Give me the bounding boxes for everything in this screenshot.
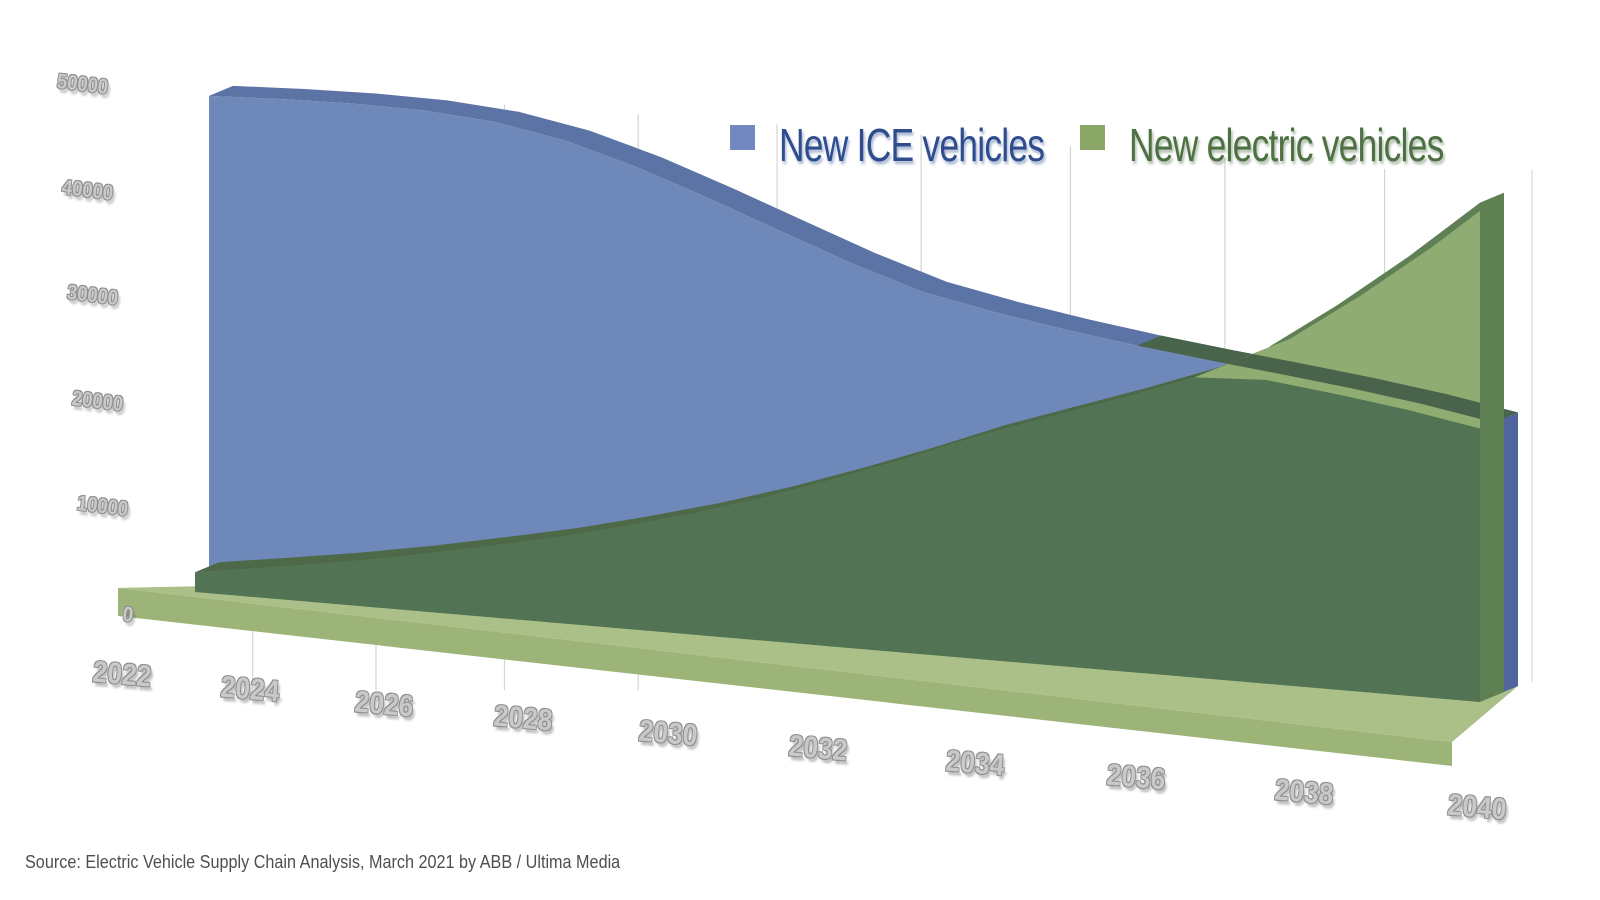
ev-side-face bbox=[1480, 192, 1504, 703]
floor-top-face bbox=[118, 586, 1518, 742]
ev-legend-swatch bbox=[1080, 125, 1105, 150]
ev-top-edge bbox=[1194, 192, 1504, 378]
ice-ev-overlap-area bbox=[195, 377, 1480, 702]
source-note: Source: Electric Vehicle Supply Chain An… bbox=[25, 852, 621, 872]
ice-legend-swatch bbox=[730, 125, 755, 150]
ice-legend-label: New ICE vehicles bbox=[779, 119, 1045, 171]
legend-item-ev: New electric vehicles bbox=[1080, 122, 1537, 168]
ice-top-edge-under-green bbox=[1137, 335, 1518, 423]
legend-item-ice: New ICE vehicles bbox=[730, 122, 1123, 168]
floor-front-face bbox=[118, 588, 1452, 766]
ice-top-edge bbox=[209, 85, 1518, 423]
ev-legend-label: New electric vehicles bbox=[1129, 119, 1444, 171]
